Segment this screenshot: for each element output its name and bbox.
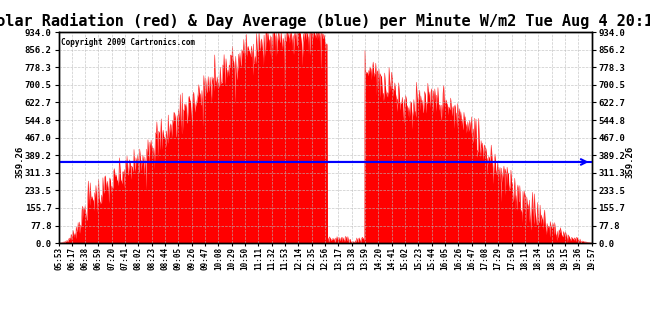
- Text: 359.26: 359.26: [626, 146, 635, 178]
- Text: Copyright 2009 Cartronics.com: Copyright 2009 Cartronics.com: [61, 38, 195, 47]
- Title: Solar Radiation (red) & Day Average (blue) per Minute W/m2 Tue Aug 4 20:11: Solar Radiation (red) & Day Average (blu…: [0, 13, 650, 29]
- Text: 359.26: 359.26: [15, 146, 24, 178]
